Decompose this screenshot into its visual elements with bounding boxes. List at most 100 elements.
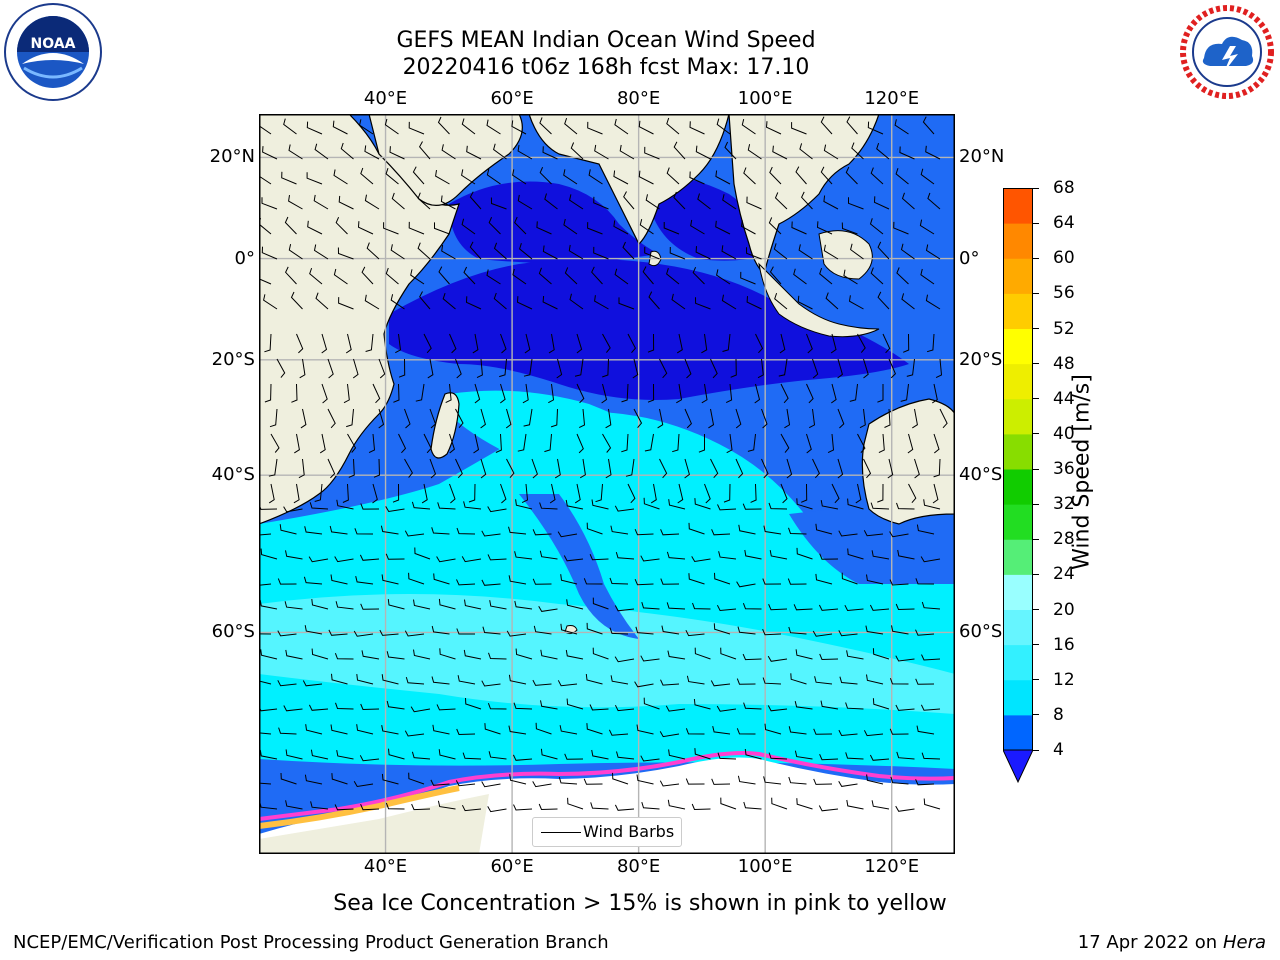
wind-barb bbox=[569, 194, 584, 210]
wind-barb bbox=[385, 553, 405, 560]
wind-barb bbox=[469, 241, 482, 260]
wind-barb bbox=[542, 146, 558, 160]
map-canvas bbox=[259, 114, 955, 854]
wind-barb bbox=[740, 220, 756, 235]
wind-barb bbox=[456, 527, 476, 535]
wind-barb bbox=[715, 220, 731, 235]
wind-barb bbox=[413, 599, 431, 610]
wind-barb bbox=[586, 522, 603, 535]
wind-barb bbox=[429, 408, 437, 429]
wind-barb bbox=[331, 673, 348, 685]
wind-barb bbox=[538, 605, 558, 612]
wind-barb bbox=[434, 222, 450, 235]
wind-barb bbox=[794, 700, 813, 710]
wind-barb bbox=[894, 119, 909, 135]
wind-barb bbox=[701, 383, 708, 404]
wind-barb bbox=[585, 673, 603, 685]
wind-barb bbox=[622, 241, 635, 260]
wind-barb bbox=[846, 116, 858, 135]
wind-barb bbox=[338, 195, 354, 210]
wind-barb bbox=[594, 295, 609, 310]
wind-barb bbox=[721, 294, 737, 310]
lat-tick-label: 20°S bbox=[211, 348, 255, 370]
wind-barb bbox=[677, 483, 684, 504]
wind-barb bbox=[556, 358, 563, 379]
wind-barb bbox=[882, 333, 891, 354]
wind-barb bbox=[508, 674, 527, 685]
wind-barb bbox=[268, 483, 275, 504]
wind-barb bbox=[724, 141, 737, 160]
wind-barb bbox=[848, 295, 864, 310]
wind-barb bbox=[463, 649, 482, 660]
wind-barb bbox=[500, 483, 507, 504]
wind-barb bbox=[304, 526, 323, 535]
wind-barb bbox=[361, 266, 374, 285]
wind-barb bbox=[385, 167, 399, 185]
wind-barb bbox=[393, 383, 400, 403]
wind-barb bbox=[831, 383, 837, 404]
wind-barb bbox=[517, 145, 533, 160]
wind-barb bbox=[889, 531, 909, 538]
wind-barb bbox=[761, 458, 769, 479]
wind-barb bbox=[877, 291, 890, 310]
wind-barb bbox=[436, 704, 456, 711]
wind-barb bbox=[411, 803, 431, 811]
wind-barb bbox=[820, 116, 833, 135]
wind-barb bbox=[366, 242, 380, 260]
wind-barb bbox=[634, 529, 654, 536]
wind-barb bbox=[891, 625, 909, 635]
wind-barb bbox=[558, 776, 578, 785]
mid-blue-tongue bbox=[519, 494, 639, 639]
wind-barb bbox=[691, 803, 711, 811]
wind-barb bbox=[889, 579, 909, 586]
colorbar-segment bbox=[1003, 398, 1033, 435]
wind-barb bbox=[816, 221, 833, 235]
wind-barb bbox=[300, 408, 307, 429]
wind-barb bbox=[641, 601, 660, 610]
wind-barb bbox=[767, 705, 788, 712]
lat-tick-label: 20°S bbox=[959, 348, 1003, 370]
wind-barb bbox=[411, 501, 431, 510]
wind-barb bbox=[311, 648, 329, 660]
wind-barb bbox=[385, 506, 405, 513]
wind-barb bbox=[278, 727, 297, 735]
wind-barb bbox=[716, 705, 737, 712]
wind-barb bbox=[305, 724, 323, 735]
wind-barb bbox=[673, 191, 686, 210]
australia bbox=[861, 398, 955, 525]
wind-barb bbox=[330, 574, 348, 585]
wind-barb bbox=[893, 221, 909, 235]
wind-barb bbox=[328, 629, 348, 636]
wind-barb bbox=[806, 333, 813, 354]
wind-barb bbox=[714, 572, 731, 585]
wind-barb bbox=[357, 221, 374, 235]
wind-barb bbox=[602, 433, 612, 453]
wind-barb bbox=[364, 145, 380, 160]
wind-barb bbox=[542, 245, 558, 260]
wind-barb bbox=[755, 333, 764, 354]
colorbar-tick-label: 48 bbox=[1053, 353, 1075, 374]
colorbar-under-arrow bbox=[1002, 749, 1034, 784]
wind-barb bbox=[602, 333, 611, 353]
borneo bbox=[818, 230, 873, 280]
wind-barb bbox=[508, 575, 527, 585]
wind-barb bbox=[857, 333, 866, 353]
wind-barb bbox=[304, 625, 323, 635]
wind-barb bbox=[360, 167, 374, 185]
wind-barb bbox=[465, 697, 482, 710]
wind-barb bbox=[695, 297, 711, 310]
wind-barb bbox=[769, 166, 782, 185]
wind-barb bbox=[390, 294, 405, 310]
wind-barb bbox=[747, 433, 756, 452]
wind-barb bbox=[463, 501, 482, 510]
wind-barb bbox=[468, 483, 476, 503]
colorbar-tick-label: 28 bbox=[1053, 529, 1075, 550]
wind-barb bbox=[260, 548, 278, 560]
wind-barb bbox=[939, 408, 948, 429]
wind-barb bbox=[690, 219, 705, 235]
wind-barb bbox=[736, 581, 756, 588]
wind-barb bbox=[439, 648, 456, 660]
wind-barb bbox=[741, 118, 756, 135]
wind-barb bbox=[481, 530, 501, 537]
southeast-asia bbox=[728, 114, 880, 276]
